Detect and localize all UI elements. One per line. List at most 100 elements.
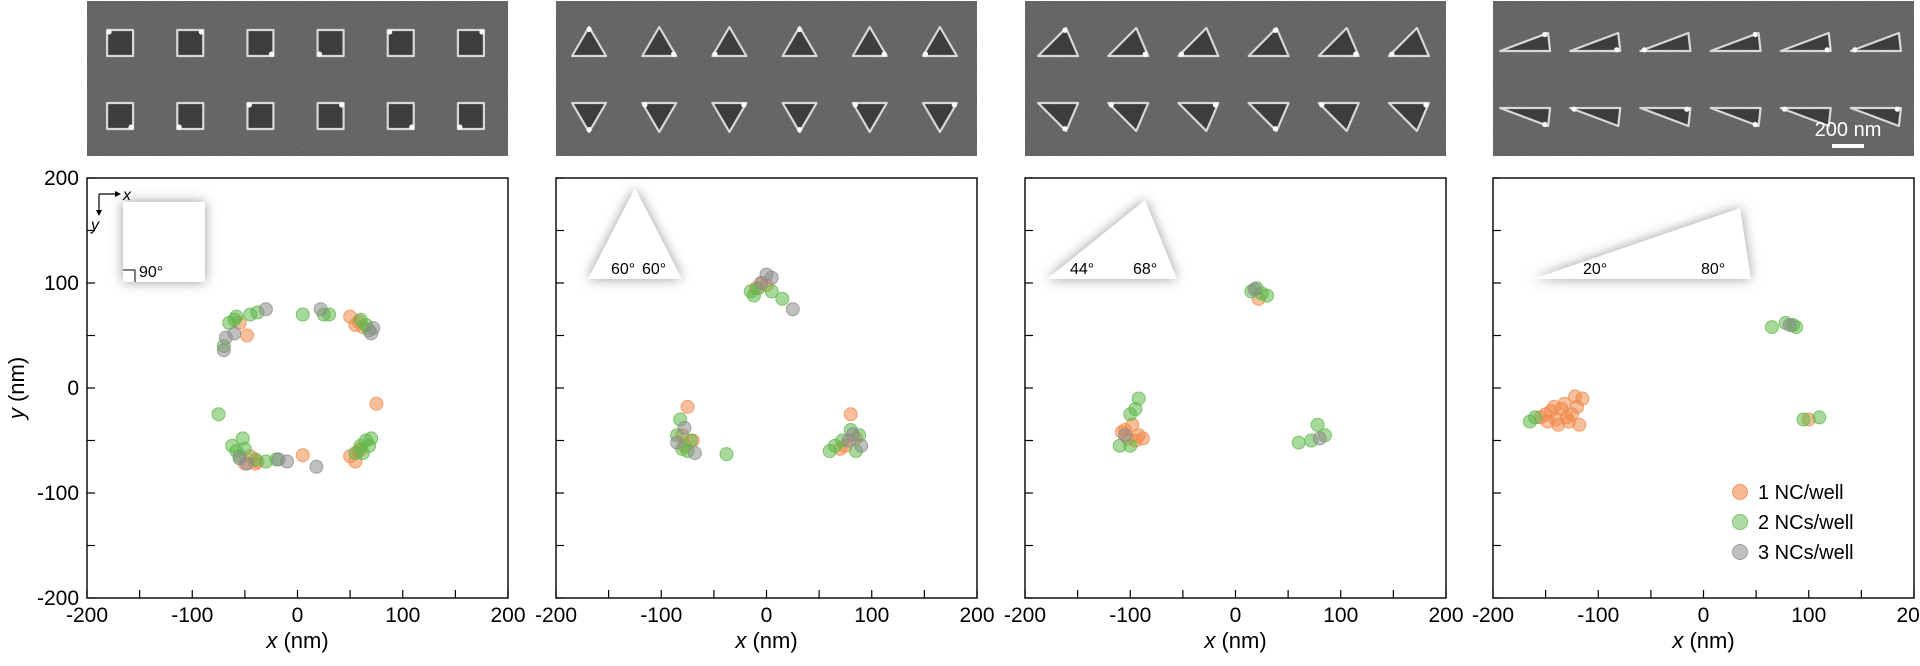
well-outline bbox=[1498, 31, 1552, 53]
well-outline bbox=[1387, 26, 1431, 58]
nanocrystal-dot bbox=[1062, 126, 1068, 132]
y-axis-title: y (nm) bbox=[4, 357, 29, 421]
inset-shape bbox=[1533, 208, 1751, 279]
nanocrystal-dot bbox=[922, 51, 929, 57]
well-outline bbox=[386, 101, 415, 131]
nanocrystal-dot bbox=[128, 124, 134, 130]
scatter-panel-1: -200 -100 0 100 200 -200 -100 0 100 200 y (nm) x (n… bbox=[4, 167, 526, 653]
data-point bbox=[785, 302, 800, 317]
y-tick-label: 100 bbox=[44, 272, 79, 295]
legend-label-1nc: 1 NC/well bbox=[1758, 482, 1844, 504]
data-point bbox=[295, 307, 310, 322]
y-tick-label: 200 bbox=[44, 167, 79, 190]
legend-label-2nc: 2 NCs/well bbox=[1758, 512, 1854, 534]
x-tick-label: -100 bbox=[171, 604, 213, 627]
well-outline bbox=[316, 28, 345, 58]
data-point bbox=[279, 454, 294, 469]
well-outline bbox=[1569, 106, 1622, 128]
well-outline bbox=[641, 101, 678, 134]
x-axis-title: x (nm) bbox=[734, 628, 797, 653]
plot-frame bbox=[1024, 177, 1447, 599]
data-point bbox=[1568, 389, 1583, 404]
well-outline bbox=[1107, 26, 1150, 58]
well-outline bbox=[105, 28, 135, 58]
x-tick-label: 200 bbox=[1896, 604, 1920, 627]
inset-angle-label: 44° bbox=[1070, 261, 1094, 278]
well-outline bbox=[456, 101, 486, 131]
well-shape-inset: 60° 60° bbox=[588, 188, 682, 279]
well-outline bbox=[1639, 106, 1692, 128]
nanocrystal-dot bbox=[339, 102, 345, 108]
series-3-ncs-well bbox=[216, 302, 381, 474]
well-outline bbox=[1387, 101, 1431, 133]
inset-angle-label: 20° bbox=[1583, 261, 1607, 278]
well-outline bbox=[570, 101, 608, 134]
x-tick-label: -200 bbox=[535, 604, 577, 627]
scatter-panel-4: -200 -100 0 100 200 x (nm) 20° 80° bbox=[1472, 177, 1920, 653]
nanocrystal-dot bbox=[1353, 51, 1359, 57]
nanocrystal-dot bbox=[1272, 126, 1278, 132]
data-point bbox=[1528, 410, 1543, 425]
well-outline bbox=[1498, 106, 1552, 128]
well-outline bbox=[711, 101, 748, 134]
data-point bbox=[1312, 431, 1327, 446]
nanocrystal-dot bbox=[796, 127, 803, 133]
well-outline bbox=[1036, 26, 1080, 58]
data-point bbox=[1291, 435, 1306, 450]
data-point bbox=[369, 396, 384, 411]
inset-angle-label: 60° bbox=[611, 261, 635, 278]
micrograph-row bbox=[87, 1, 1914, 156]
well-outline bbox=[105, 101, 135, 131]
well-outline bbox=[246, 101, 275, 131]
nanocrystal-dot bbox=[1142, 51, 1148, 57]
data-point bbox=[719, 447, 734, 462]
nanocrystal-dot bbox=[479, 29, 485, 35]
well-outline bbox=[641, 25, 678, 58]
data-point bbox=[1310, 417, 1325, 432]
data-point bbox=[775, 291, 790, 306]
series-2-ncs-well bbox=[1112, 281, 1332, 453]
nanocrystal-dot bbox=[796, 26, 803, 32]
data-point bbox=[680, 399, 695, 414]
data-point bbox=[216, 343, 231, 358]
well-outline bbox=[781, 101, 818, 134]
y-arrow-head bbox=[96, 210, 102, 216]
x-tick-label: -100 bbox=[640, 604, 682, 627]
nanocrystal-dot bbox=[268, 51, 275, 57]
nanocrystal-dot bbox=[1178, 51, 1185, 57]
well-outline bbox=[316, 101, 345, 131]
x-tick-label: 200 bbox=[1428, 604, 1463, 627]
x-axis-title: x (nm) bbox=[1671, 628, 1734, 653]
data-point bbox=[295, 448, 310, 463]
nanocrystal-dot bbox=[1319, 102, 1325, 108]
legend: 1 NC/well 2 NCs/well 3 NCs/well bbox=[1732, 482, 1854, 564]
nanocrystal-dot bbox=[1389, 51, 1395, 57]
nanocrystal-dot bbox=[176, 124, 182, 130]
x-tick-label: 100 bbox=[1791, 604, 1826, 627]
data-point bbox=[1260, 288, 1275, 303]
legend-label-3nc: 3 NCs/well bbox=[1758, 542, 1854, 564]
well-outline bbox=[781, 25, 818, 58]
well-outline bbox=[1107, 101, 1150, 133]
data-point bbox=[229, 309, 244, 324]
well-outline bbox=[1247, 101, 1290, 133]
nanocrystal-dot bbox=[1894, 106, 1900, 112]
square-well-micrograph bbox=[87, 1, 508, 156]
series-3-ncs-well bbox=[1782, 318, 1797, 332]
nanocrystal-dot bbox=[1212, 102, 1219, 108]
micrograph-texture bbox=[1493, 1, 1914, 156]
data-point bbox=[239, 328, 254, 343]
nanocrystal-dot bbox=[409, 124, 415, 130]
scatter-panel-3: -200 -100 0 100 200 x (nm) 44° 68° bbox=[1004, 177, 1464, 653]
data-point bbox=[1123, 407, 1138, 422]
nanocrystal-dot bbox=[106, 29, 112, 35]
nanocrystal-dot bbox=[387, 29, 393, 35]
nanocrystal-dot bbox=[951, 102, 957, 108]
micrograph-texture bbox=[87, 1, 508, 156]
scale-bar-label: 200 nm bbox=[1815, 119, 1882, 141]
nanocrystal-dot bbox=[1782, 106, 1788, 112]
data-point bbox=[854, 438, 869, 453]
data-point bbox=[670, 435, 685, 450]
data-point bbox=[227, 326, 242, 341]
